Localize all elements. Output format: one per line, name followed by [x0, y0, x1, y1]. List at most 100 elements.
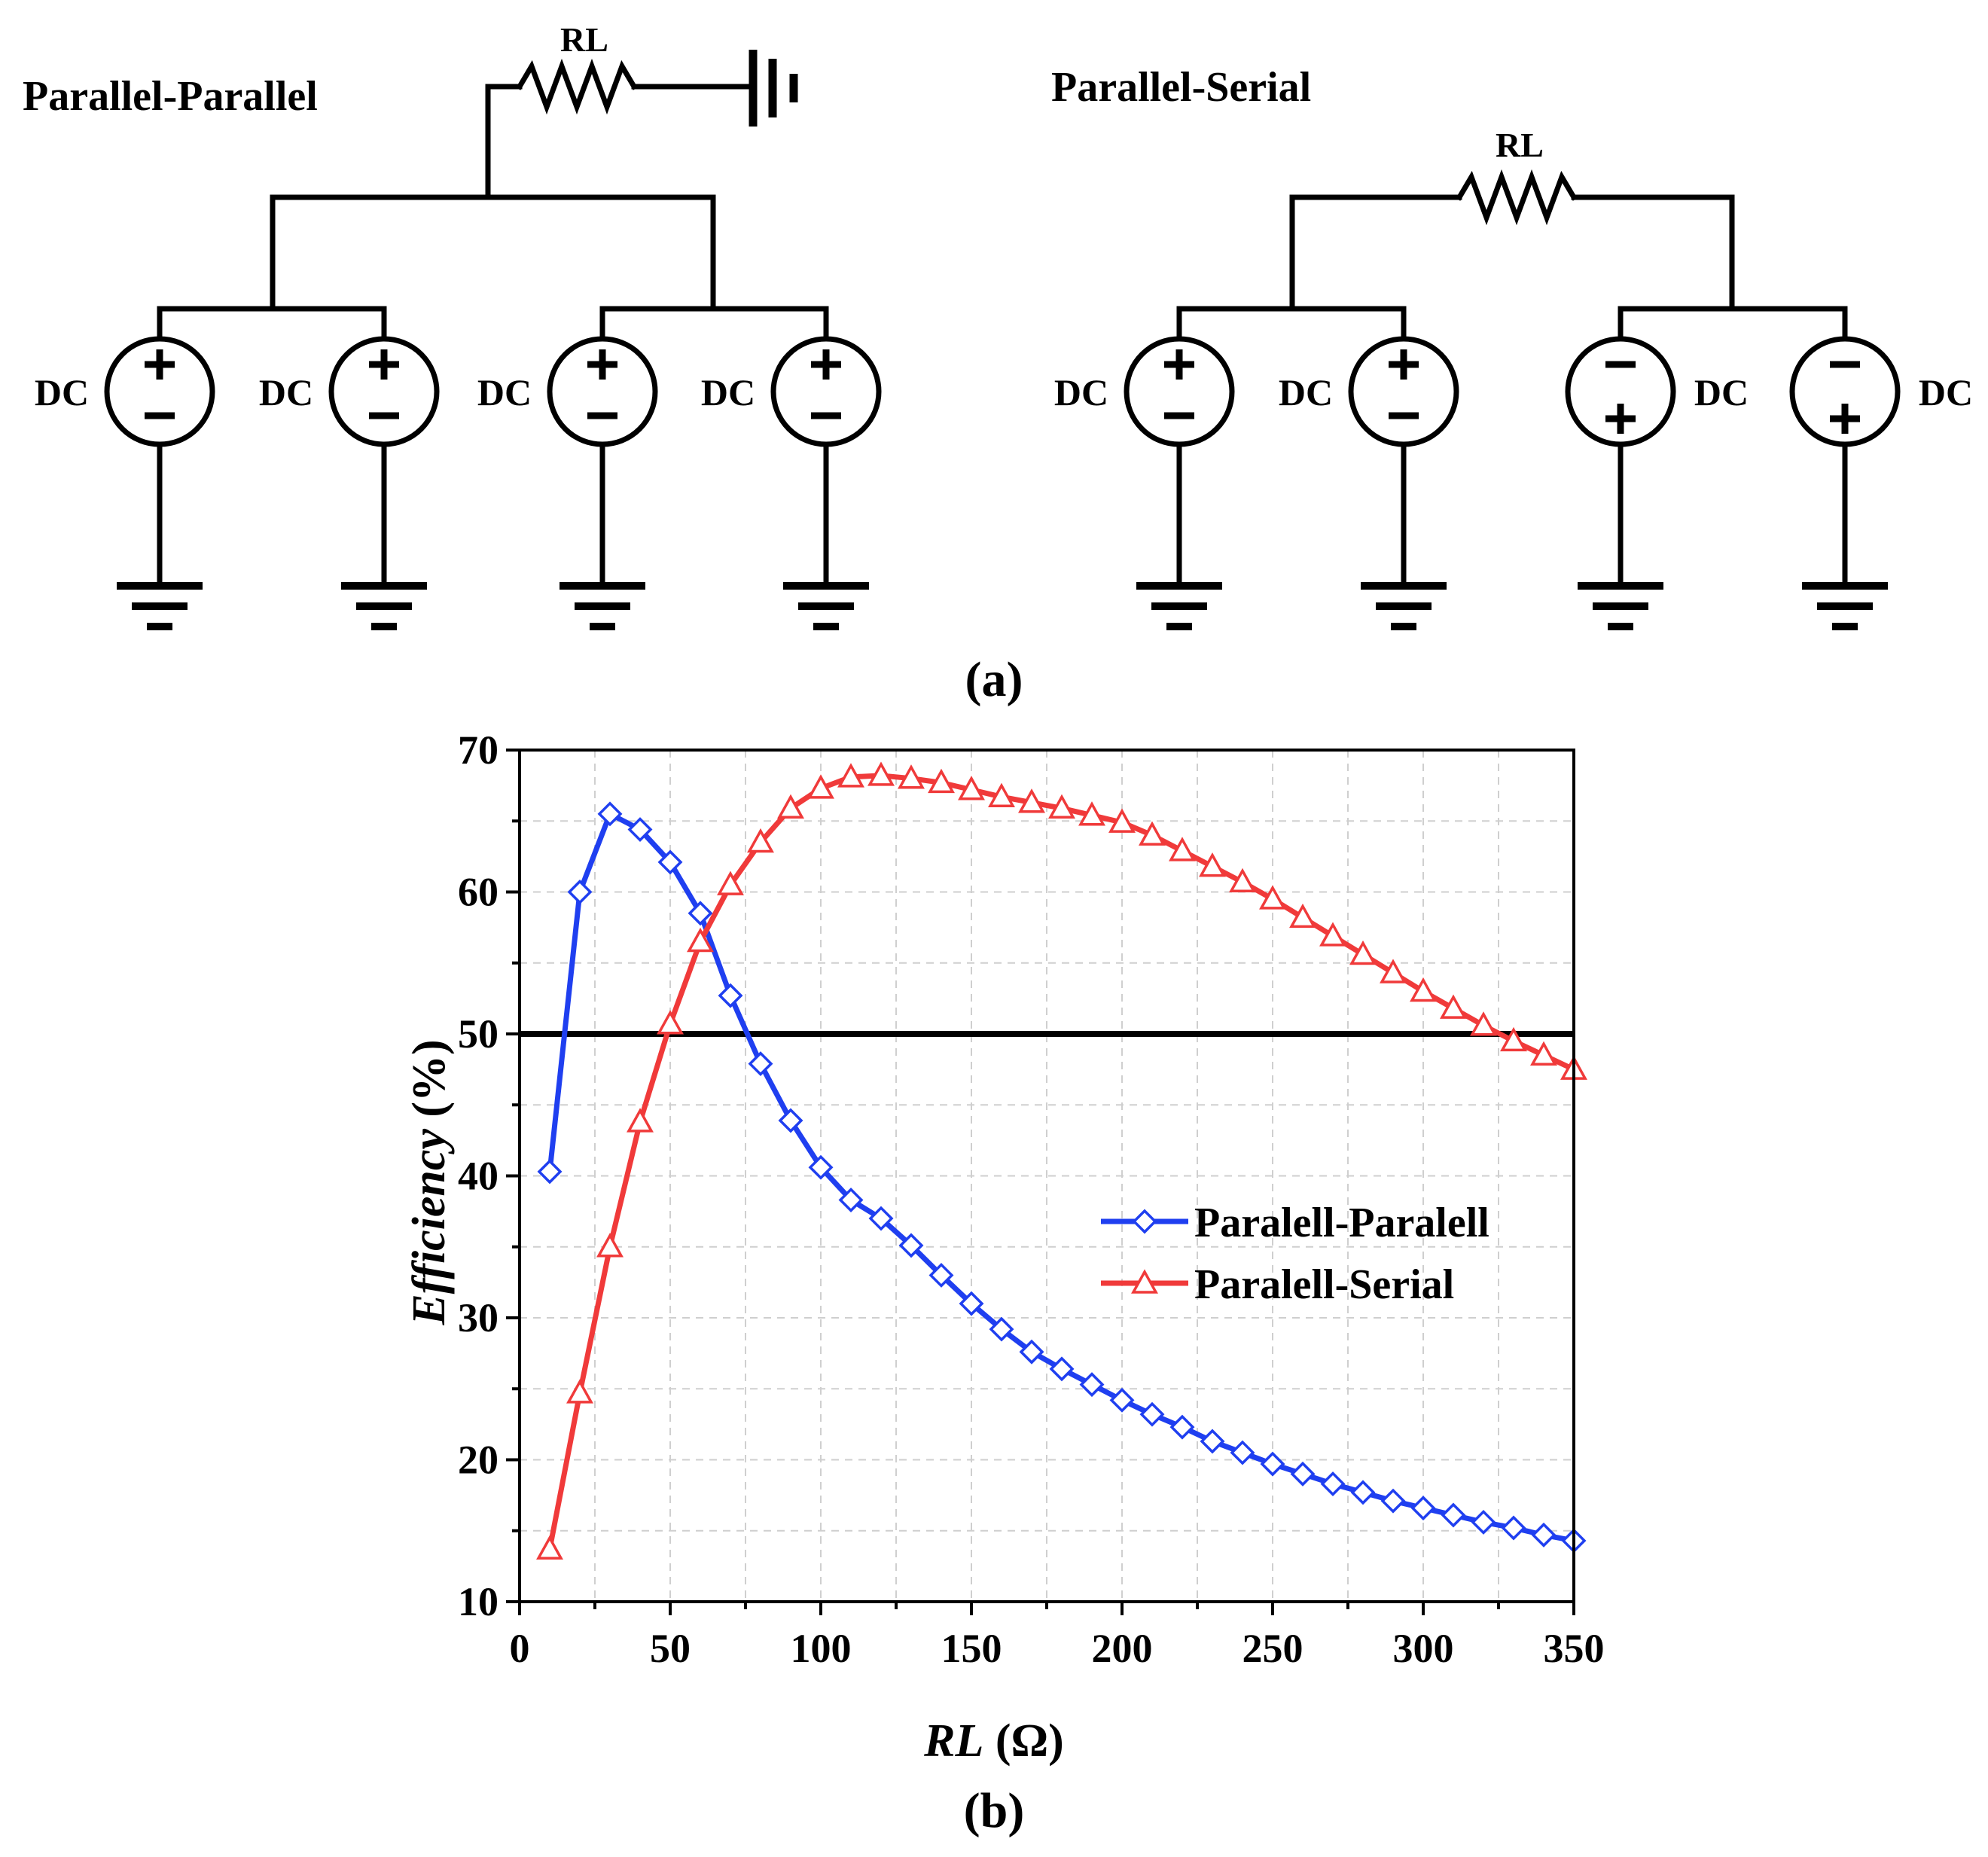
polarity-icon [1389, 349, 1419, 419]
circuit-left-title: Parallel-Parallel [23, 73, 318, 120]
circuit-right-resistor-label: RL [1496, 126, 1544, 164]
wire [485, 84, 523, 200]
caption-a: (a) [965, 652, 1023, 707]
data-point [1380, 1488, 1406, 1514]
data-point [596, 1233, 624, 1258]
data-point [748, 1051, 773, 1077]
data-point [1109, 1387, 1135, 1413]
efficiency-chart: 0 50 100 150 200 250 300 350 10 20 30 40 50 60 70 RL (… [404, 727, 1605, 1767]
data-point [566, 1379, 593, 1404]
x-tick-label: 100 [791, 1626, 852, 1671]
series-paralell-serial [536, 761, 1587, 1560]
data-point [988, 782, 1015, 807]
series-layer [536, 761, 1587, 1560]
dc-label: DC [701, 371, 755, 413]
data-point [597, 801, 623, 827]
data-point [718, 983, 743, 1008]
data-point [1319, 922, 1346, 947]
y-axis-label: Efficiency (%) [404, 1039, 455, 1325]
x-tick-label: 50 [650, 1626, 691, 1671]
polarity-icon [1164, 349, 1194, 419]
legend-label: Paralell-Paralell [1194, 1200, 1489, 1246]
data-point [1410, 1496, 1436, 1521]
data-point [1260, 1451, 1285, 1477]
circuit-right-title: Parallel-Serial [1051, 64, 1311, 111]
data-point [1289, 903, 1316, 928]
data-point [1531, 1522, 1557, 1548]
dc-label: DC [1279, 371, 1333, 413]
data-point [1108, 808, 1136, 833]
data-point [1018, 788, 1045, 813]
data-point [747, 828, 774, 853]
data-point [687, 927, 714, 953]
dc-label: DC [1054, 371, 1108, 413]
data-point [1139, 1401, 1165, 1427]
data-point [778, 1108, 803, 1133]
data-point [837, 763, 864, 788]
data-point [1199, 852, 1226, 877]
data-point [867, 761, 895, 786]
diamond-marker-icon [1132, 1209, 1157, 1234]
data-point [1169, 1414, 1195, 1440]
data-point [1501, 1515, 1526, 1541]
legend: Paralell-Paralell Paralell-Serial [1101, 1200, 1489, 1308]
data-point [1290, 1461, 1316, 1487]
triangle-marker-icon [1131, 1269, 1158, 1294]
circuit-left-resistor-label: RL [560, 20, 608, 59]
data-point [627, 1108, 654, 1133]
data-point [1169, 837, 1196, 861]
data-point [959, 1291, 984, 1316]
data-point [688, 901, 713, 926]
data-point [657, 849, 683, 875]
x-tick-label: 300 [1393, 1626, 1454, 1671]
series-paralell-paralell [537, 801, 1587, 1554]
ground-icons [117, 441, 869, 630]
data-point [657, 1010, 684, 1035]
x-axis-label: RL (Ω) [923, 1715, 1064, 1767]
data-point [1380, 959, 1407, 983]
data-point [567, 880, 593, 904]
data-point [537, 1159, 563, 1185]
data-point [928, 768, 955, 794]
dc-source-7: DC [1565, 336, 1749, 447]
battery-icon [749, 50, 798, 127]
x-axis-label-unit: (Ω) [983, 1715, 1063, 1767]
dc-label: DC [1694, 371, 1749, 413]
y-tick-label: 30 [458, 1295, 499, 1340]
wire [1289, 194, 1462, 312]
data-point [928, 1262, 954, 1288]
dc-source-8: DC [1789, 336, 1973, 447]
dc-source-2: DC [259, 336, 440, 447]
data-point [777, 794, 804, 819]
data-point [1079, 1372, 1105, 1398]
y-tick-label: 50 [458, 1011, 499, 1057]
data-point [1350, 1480, 1376, 1505]
data-point [1139, 821, 1166, 846]
data-point [989, 1316, 1014, 1342]
polarity-icon [369, 349, 399, 419]
caption-b: (b) [964, 1783, 1025, 1838]
y-tick-label: 20 [458, 1438, 499, 1483]
data-point [1019, 1339, 1044, 1365]
data-point [868, 1206, 894, 1231]
data-point [898, 764, 925, 789]
y-tick-label: 40 [458, 1154, 499, 1199]
data-point [838, 1188, 864, 1213]
polarity-icon [145, 349, 175, 419]
dc-source-4: DC [701, 336, 882, 447]
circuit-parallel-serial: Parallel-Serial RL DC DC DC DC [1051, 64, 1973, 630]
circuit-parallel-parallel: Parallel-Parallel RL DC DC DC [23, 20, 882, 630]
data-point [958, 776, 985, 800]
y-tick-label: 70 [458, 727, 499, 773]
polarity-icon [1830, 361, 1860, 434]
dc-label: DC [1919, 371, 1973, 413]
x-tick-label: 0 [510, 1626, 530, 1671]
data-point [1200, 1429, 1225, 1454]
wire [1571, 194, 1735, 312]
data-point [808, 1154, 834, 1180]
x-tick-label: 200 [1092, 1626, 1153, 1671]
data-point [1048, 794, 1075, 819]
wire [157, 306, 829, 342]
y-tick-label: 60 [458, 870, 499, 915]
